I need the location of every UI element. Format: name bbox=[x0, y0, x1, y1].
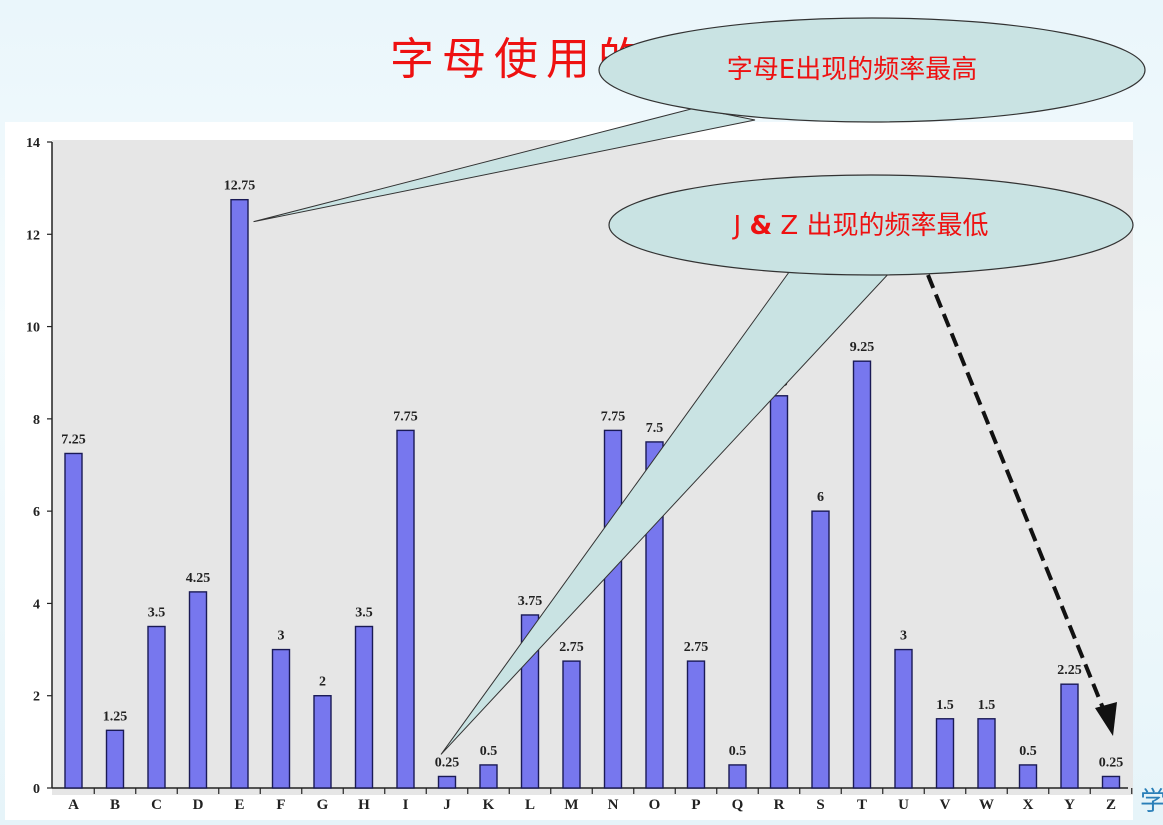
y-tick-label: 6 bbox=[33, 505, 40, 520]
bar-m bbox=[562, 660, 581, 789]
data-label-o: 7.5 bbox=[646, 421, 664, 436]
x-tick-label-s: S bbox=[816, 797, 824, 813]
x-tick-label-o: O bbox=[649, 797, 661, 813]
bar-r bbox=[769, 395, 789, 789]
x-tick-label-g: G bbox=[317, 797, 329, 813]
data-label-l: 3.75 bbox=[518, 594, 543, 609]
callout-1-bubble bbox=[598, 17, 1146, 123]
callout-2-text-part: J bbox=[732, 211, 750, 241]
x-tick-label-v: V bbox=[940, 797, 951, 813]
y-tick-label: 2 bbox=[33, 690, 40, 705]
x-tick-label-h: H bbox=[358, 797, 370, 813]
data-label-u: 3 bbox=[900, 629, 907, 644]
y-tick-label: 12 bbox=[26, 228, 40, 243]
data-label-d: 4.25 bbox=[186, 571, 211, 586]
x-tick-label-y: Y bbox=[1064, 797, 1075, 813]
x-tick-label-c: C bbox=[151, 797, 162, 813]
callout-1-text: 字母E出现的频率最高 bbox=[727, 55, 977, 85]
callout-2-text-part: & bbox=[749, 211, 772, 241]
data-label-k: 0.5 bbox=[480, 744, 498, 759]
data-label-f: 3 bbox=[278, 629, 285, 644]
bar-c bbox=[147, 625, 166, 789]
callout-2-text-part: Z 出现的频率最低 bbox=[772, 211, 988, 241]
data-label-h: 3.5 bbox=[355, 606, 373, 621]
y-tick-label: 4 bbox=[33, 597, 40, 612]
data-label-q: 0.5 bbox=[729, 744, 747, 759]
bar-d bbox=[188, 591, 208, 789]
bar-y bbox=[1060, 683, 1079, 789]
data-label-b: 1.25 bbox=[103, 709, 128, 724]
bar-g bbox=[313, 695, 332, 789]
dashed-arrow-to-z bbox=[926, 274, 1109, 719]
bar-f bbox=[271, 648, 291, 789]
bar-a bbox=[64, 452, 83, 789]
data-label-z: 0.25 bbox=[1099, 755, 1124, 770]
bar-b bbox=[105, 729, 125, 789]
x-tick-label-i: I bbox=[403, 797, 409, 813]
bar-x bbox=[1018, 764, 1038, 789]
x-tick-label-d: D bbox=[193, 797, 204, 813]
bar-n bbox=[603, 429, 623, 789]
data-label-c: 3.5 bbox=[148, 606, 166, 621]
x-tick-label-n: N bbox=[608, 797, 619, 813]
x-tick-label-j: J bbox=[443, 797, 451, 813]
bar-k bbox=[479, 764, 498, 789]
data-label-v: 1.5 bbox=[936, 698, 954, 713]
x-tick-label-r: R bbox=[774, 797, 785, 813]
y-tick-label: 0 bbox=[33, 782, 40, 797]
data-label-p: 2.75 bbox=[684, 640, 709, 655]
arrowhead-icon bbox=[1095, 702, 1117, 736]
bar-e bbox=[230, 198, 249, 789]
x-tick-label-e: E bbox=[234, 797, 244, 813]
y-tick-label: 14 bbox=[26, 136, 40, 151]
x-tick-label-p: P bbox=[691, 797, 700, 813]
bar-v bbox=[935, 718, 955, 789]
data-label-t: 9.25 bbox=[850, 340, 875, 355]
x-tick-label-k: K bbox=[483, 797, 495, 813]
bar-s bbox=[811, 510, 830, 789]
data-label-j: 0.25 bbox=[435, 755, 460, 770]
data-label-x: 0.5 bbox=[1019, 744, 1037, 759]
x-tick-label-m: M bbox=[564, 797, 578, 813]
x-tick-label-a: A bbox=[68, 797, 79, 813]
data-label-i: 7.75 bbox=[393, 409, 418, 424]
bar-j bbox=[437, 775, 457, 789]
x-tick-label-f: F bbox=[276, 797, 285, 813]
bar-q bbox=[728, 764, 747, 789]
data-label-m: 2.75 bbox=[559, 640, 584, 655]
x-tick-label-x: X bbox=[1023, 797, 1034, 813]
bar-z bbox=[1101, 775, 1121, 789]
x-tick-label-z: Z bbox=[1106, 797, 1116, 813]
callout-2-text: J & Z 出现的频率最低 bbox=[732, 211, 989, 241]
y-tick-label: 10 bbox=[26, 321, 40, 336]
bar-i bbox=[396, 429, 415, 789]
callout-2-bubble bbox=[608, 174, 1134, 276]
y-tick-label: 8 bbox=[33, 413, 40, 428]
bar-u bbox=[894, 648, 913, 789]
bar-w bbox=[977, 718, 996, 789]
footer-logo-text: 学 bbox=[1140, 787, 1163, 817]
data-label-w: 1.5 bbox=[978, 698, 996, 713]
data-label-y: 2.25 bbox=[1057, 663, 1082, 678]
bar-t bbox=[852, 360, 872, 789]
data-label-g: 2 bbox=[319, 675, 326, 690]
bar-p bbox=[686, 660, 706, 789]
data-label-e: 12.75 bbox=[224, 179, 256, 194]
data-label-n: 7.75 bbox=[601, 409, 626, 424]
slide-title: 字母使用的 bbox=[390, 34, 650, 85]
x-tick-label-u: U bbox=[898, 797, 909, 813]
data-label-s: 6 bbox=[817, 490, 824, 505]
x-tick-label-w: W bbox=[979, 797, 994, 813]
data-label-a: 7.25 bbox=[61, 432, 86, 447]
bar-h bbox=[354, 625, 374, 789]
x-tick-label-q: Q bbox=[732, 797, 744, 813]
x-tick-label-b: B bbox=[110, 797, 120, 813]
callout-1-text-part: 字母E出现的频率最高 bbox=[727, 55, 977, 85]
x-tick-label-l: L bbox=[525, 797, 535, 813]
x-tick-label-t: T bbox=[857, 797, 867, 813]
